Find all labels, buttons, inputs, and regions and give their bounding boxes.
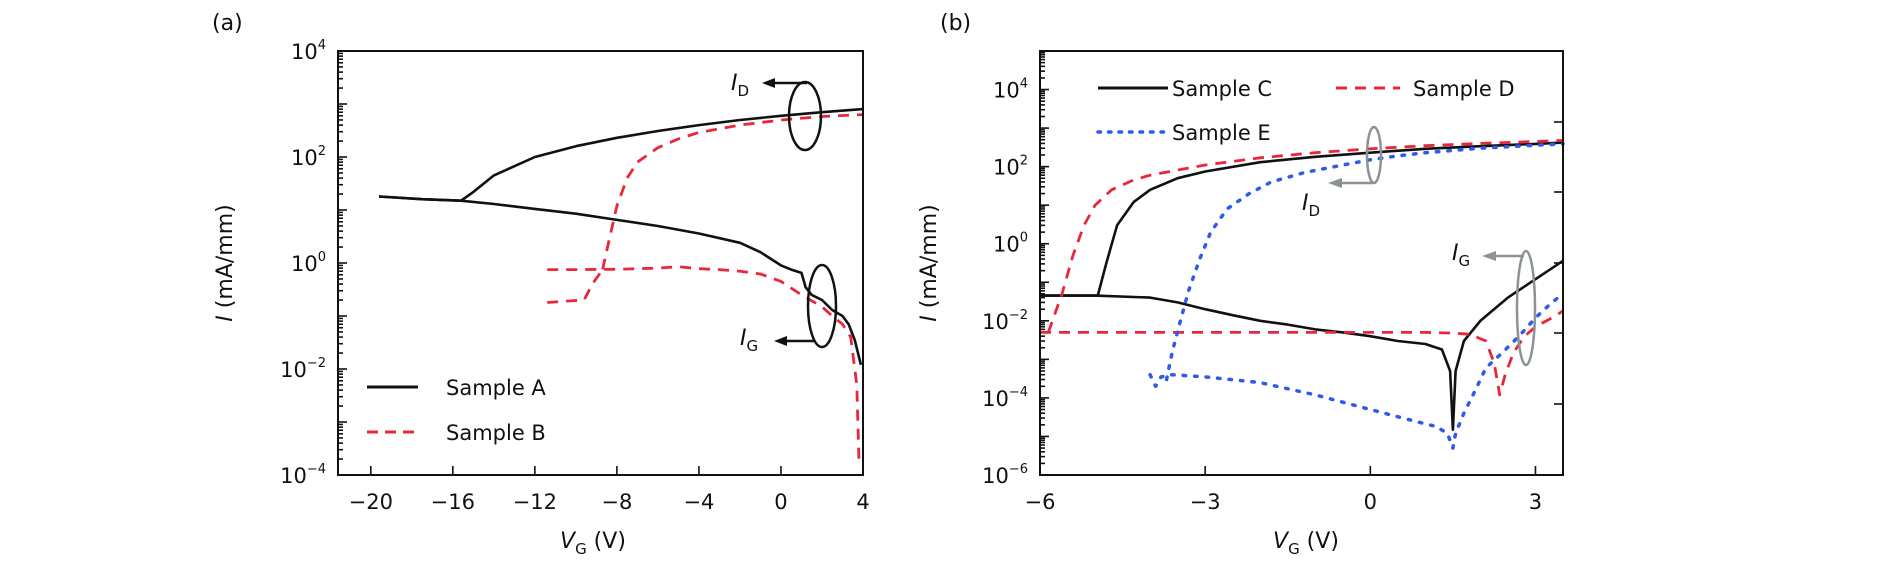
legend-a: Sample A Sample B <box>367 376 546 445</box>
x-axis-label-b: VG (V) <box>1273 529 1339 558</box>
axis-ticks-b <box>1039 51 1563 476</box>
y-tick-labels-b: 104 102 100 10−2 10−4 10−6 <box>982 77 1028 488</box>
y-tick-label: 100 <box>291 250 326 276</box>
y-tick-label: 10−2 <box>280 356 326 382</box>
y-tick-label: 10−6 <box>982 462 1028 488</box>
svg-text:I (mA/mm): I (mA/mm) <box>213 204 238 321</box>
x-tick-label: 3 <box>1529 490 1542 514</box>
x-axis-label-b-main: V <box>1273 529 1290 554</box>
annotation-label-id-b: ID <box>1302 191 1320 220</box>
series-sample-d-i-d <box>1046 139 1564 333</box>
x-tick-label: 4 <box>856 490 869 514</box>
y-tick-label: 102 <box>291 144 326 170</box>
plot-frame-b <box>1039 50 1564 476</box>
series-group-a <box>378 107 864 460</box>
series-sample-b-i-g-lower <box>547 268 604 304</box>
annotation-label-ig-b: IG <box>1452 241 1470 270</box>
x-axis-label-a-sub: G <box>575 540 587 558</box>
y-tick-label: 102 <box>993 154 1028 180</box>
x-tick-labels-a: −20 −16 −12 −8 −4 0 4 <box>349 490 870 514</box>
y-axis-label-a-main: I <box>213 315 238 322</box>
y-tick-label: 10−4 <box>280 462 326 488</box>
x-axis-label-a-main: V <box>560 529 577 554</box>
x-tick-label: −8 <box>601 490 632 514</box>
series-sample-e-i-d <box>1164 142 1565 382</box>
ellipse-marker-ig-a <box>806 263 838 349</box>
x-axis-label-a: VG (V) <box>560 529 626 558</box>
x-tick-label: −3 <box>1190 490 1221 514</box>
x-tick-labels-b: −6 −3 0 3 <box>1025 490 1543 514</box>
legend-b: Sample C Sample D Sample E <box>1096 77 1515 145</box>
arrow-left-icon <box>774 336 787 346</box>
x-axis-label-a-unit: (V) <box>587 529 626 554</box>
annotation-label-ig-a: IG <box>740 326 758 355</box>
annotation-label-id-a: ID <box>731 71 749 100</box>
arrow-left-icon <box>1328 178 1342 188</box>
svg-text:I (mA/mm): I (mA/mm) <box>917 204 942 321</box>
arrow-left-icon <box>762 78 775 88</box>
series-sample-c-i-d <box>1040 141 1564 297</box>
y-tick-label: 100 <box>993 231 1028 257</box>
x-tick-label: 0 <box>774 490 787 514</box>
y-axis-label-a-unit: (mA/mm) <box>213 204 238 315</box>
ellipse-marker-ig-b <box>1515 249 1537 367</box>
legend-label-sample-d: Sample D <box>1413 77 1515 101</box>
x-tick-label: −6 <box>1025 490 1056 514</box>
series-sample-e-i-g <box>1148 292 1565 450</box>
legend-label-sample-b: Sample B <box>446 421 546 445</box>
y-axis-label-b: I (mA/mm) <box>917 204 942 321</box>
series-group-b <box>1040 139 1565 450</box>
y-tick-label: 104 <box>993 77 1028 103</box>
series-sample-d-i-g <box>1040 309 1564 397</box>
panel-a: (a) 104 102 100 10−2 10−4 −20 −16 −12 −8 −4 0 4 I … <box>212 11 870 558</box>
legend-label-sample-e: Sample E <box>1172 121 1271 145</box>
annotation-id-b: ID <box>1302 125 1383 220</box>
ellipse-marker-id-a <box>787 80 823 152</box>
series-sample-a-i-d <box>378 107 864 202</box>
y-tick-labels-a: 104 102 100 10−2 10−4 <box>280 38 326 488</box>
x-axis-label-b-sub: G <box>1288 540 1300 558</box>
x-tick-label: −16 <box>431 490 475 514</box>
series-sample-b-i-g-upper <box>547 265 861 460</box>
panel-label-a: (a) <box>212 11 243 36</box>
y-axis-label-b-main: I <box>917 315 942 322</box>
arrow-left-icon <box>1482 251 1496 261</box>
y-tick-label: 10−2 <box>982 308 1028 334</box>
legend-label-sample-c: Sample C <box>1172 77 1272 101</box>
x-tick-label: −12 <box>513 490 557 514</box>
annotation-ig-b: IG <box>1452 241 1537 367</box>
y-axis-label-b-unit: (mA/mm) <box>917 204 942 315</box>
y-axis-label-a: I (mA/mm) <box>213 204 238 321</box>
x-axis-label-b-unit: (V) <box>1300 529 1339 554</box>
x-tick-label: −4 <box>683 490 714 514</box>
legend-label-sample-a: Sample A <box>446 376 546 400</box>
annotation-id-a: ID <box>731 71 823 152</box>
series-sample-c-i-g <box>1040 259 1564 432</box>
annotation-ig-a: IG <box>740 263 838 355</box>
y-tick-label: 104 <box>291 38 326 64</box>
ellipse-marker-id-b <box>1365 125 1383 185</box>
series-sample-b-i-d <box>601 113 864 270</box>
y-tick-label: 10−4 <box>982 385 1028 411</box>
plot-frame-a <box>337 50 864 476</box>
series-sample-a-i-g <box>378 195 863 366</box>
x-tick-label: −20 <box>349 490 393 514</box>
panel-label-b: (b) <box>940 11 971 36</box>
x-tick-label: 0 <box>1364 490 1377 514</box>
panel-b: (b) 104 102 100 10−2 10−4 10−6 −6 −3 0 3 I (mA/m… <box>917 11 1565 558</box>
